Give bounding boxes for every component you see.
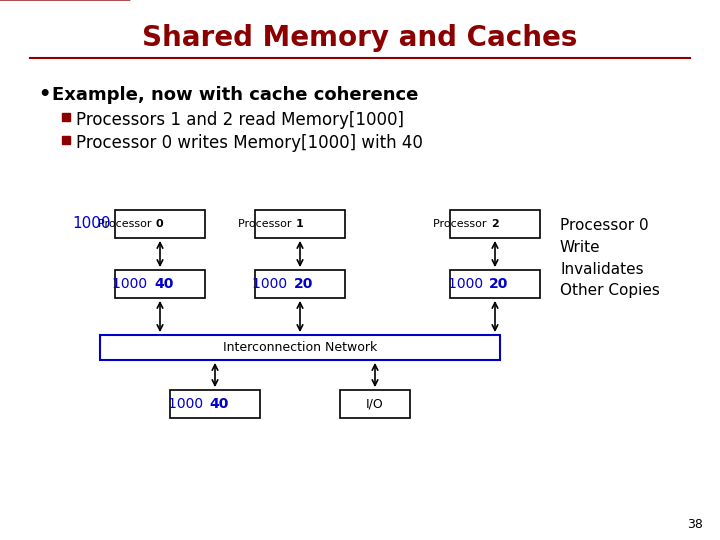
Bar [450, 270, 540, 298]
Text: Processor 0 writes Memory[1000] with 40: Processor 0 writes Memory[1000] with 40 [76, 134, 423, 152]
Text: 1000: 1000 [253, 277, 292, 291]
Text: 1000: 1000 [448, 277, 487, 291]
Bar [100, 335, 500, 360]
Text: Interconnection Network: Interconnection Network [223, 341, 377, 354]
Text: 20: 20 [294, 277, 313, 291]
Text: Shared Memory and Caches: Shared Memory and Caches [143, 24, 577, 52]
Bar [115, 270, 205, 298]
Text: 1: 1 [296, 219, 304, 229]
Text: 20: 20 [489, 277, 508, 291]
Bar [170, 390, 260, 418]
Text: 1000: 1000 [72, 217, 110, 232]
Bar [340, 390, 410, 418]
Bar [115, 210, 205, 238]
Text: Processor: Processor [98, 219, 155, 229]
Bar [255, 210, 345, 238]
Text: Invalidates: Invalidates [560, 261, 644, 276]
Text: 2: 2 [491, 219, 499, 229]
Bar [450, 210, 540, 238]
Text: 1000: 1000 [112, 277, 152, 291]
Text: 40: 40 [154, 277, 174, 291]
Text: Example, now with cache coherence: Example, now with cache coherence [52, 86, 418, 104]
Bar [62, 113, 70, 121]
Bar [62, 136, 70, 144]
Text: •: • [38, 85, 50, 105]
Text: Processors 1 and 2 read Memory[1000]: Processors 1 and 2 read Memory[1000] [76, 111, 404, 129]
Text: 38: 38 [687, 518, 703, 531]
Text: 0: 0 [156, 219, 163, 229]
Text: Write: Write [560, 240, 600, 254]
Text: Processor: Processor [433, 219, 490, 229]
Text: Other Copies: Other Copies [560, 284, 660, 299]
Text: 1000: 1000 [168, 397, 207, 411]
Bar [255, 270, 345, 298]
Text: 40: 40 [209, 397, 228, 411]
Text: Processor 0: Processor 0 [560, 218, 649, 233]
Text: Processor: Processor [238, 219, 295, 229]
Text: I/O: I/O [366, 397, 384, 410]
